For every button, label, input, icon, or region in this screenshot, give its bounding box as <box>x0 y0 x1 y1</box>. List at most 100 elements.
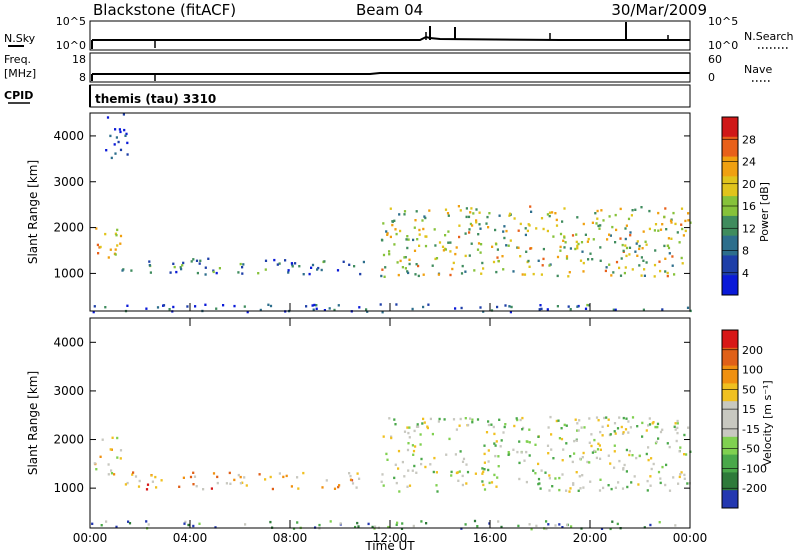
data-cell <box>627 431 630 434</box>
data-cell <box>491 245 494 248</box>
data-cell <box>552 235 555 238</box>
data-cell <box>622 431 625 434</box>
data-cell <box>681 262 684 265</box>
data-cell <box>598 227 601 230</box>
data-cell <box>577 429 580 432</box>
data-cell <box>175 270 178 274</box>
data-cell <box>320 268 323 272</box>
data-cell <box>441 245 445 248</box>
data-cell <box>119 457 122 460</box>
data-cell <box>150 474 153 477</box>
data-cell <box>113 473 116 476</box>
data-cell <box>395 303 398 306</box>
data-cell <box>542 227 545 231</box>
data-cell <box>246 310 249 314</box>
data-cell <box>169 271 172 274</box>
data-cell <box>623 463 626 467</box>
data-cell <box>424 216 427 220</box>
colorbar-tick-label: 24 <box>742 156 756 169</box>
nave-tick-high: 60 <box>708 53 722 66</box>
data-cell <box>490 423 493 426</box>
data-cell <box>549 415 552 419</box>
data-cell <box>181 264 184 267</box>
data-cell <box>342 260 345 263</box>
data-cell <box>579 457 582 461</box>
data-cell <box>518 440 521 443</box>
data-cell <box>591 258 594 261</box>
data-cell <box>178 485 181 488</box>
data-cell <box>128 522 132 525</box>
data-cell <box>225 482 228 485</box>
nsky-tick-low: 10^0 <box>56 39 86 52</box>
data-cell <box>241 266 244 269</box>
data-cell <box>648 417 651 420</box>
power-ylabel: Slant Range [km] <box>26 160 40 264</box>
data-cell <box>401 460 404 464</box>
data-cell <box>504 423 507 426</box>
data-cell <box>359 272 362 276</box>
data-cell <box>530 528 533 531</box>
data-cell <box>393 476 396 480</box>
data-cell <box>432 470 435 474</box>
data-cell <box>605 266 608 269</box>
data-cell <box>407 271 410 275</box>
data-cell <box>382 222 385 225</box>
data-cell <box>576 216 579 219</box>
data-cell <box>305 305 308 308</box>
colorbar-segment <box>722 136 738 158</box>
data-cell <box>609 462 612 465</box>
data-cell <box>470 207 473 210</box>
data-cell <box>496 305 499 309</box>
data-cell <box>487 449 490 452</box>
data-cell <box>391 223 394 227</box>
data-cell <box>476 525 479 528</box>
data-cell <box>613 466 616 469</box>
data-cell <box>509 310 512 314</box>
data-cell <box>584 307 588 310</box>
data-cell <box>444 234 447 237</box>
data-cell <box>239 475 242 479</box>
data-cell <box>459 209 462 212</box>
data-cell <box>478 223 481 226</box>
data-cell <box>400 527 404 530</box>
data-cell <box>401 266 404 269</box>
data-cell <box>625 224 628 227</box>
data-cell <box>436 490 439 493</box>
data-cell <box>538 308 541 311</box>
data-cell <box>104 306 107 309</box>
data-cell <box>151 480 154 483</box>
data-cell <box>584 233 587 236</box>
nave-label: Nave <box>744 63 772 76</box>
data-cell <box>682 234 685 237</box>
data-cell <box>267 303 270 306</box>
data-cell <box>452 261 455 265</box>
data-cell <box>423 215 426 218</box>
data-cell <box>97 252 100 255</box>
data-cell <box>628 253 631 256</box>
data-cell <box>656 425 659 429</box>
data-cell <box>297 487 300 490</box>
data-cell <box>411 307 414 311</box>
data-cell <box>469 417 472 420</box>
data-cell <box>548 264 551 267</box>
data-cell <box>433 228 436 231</box>
data-cell <box>599 224 602 227</box>
data-cell <box>602 219 605 222</box>
data-cell <box>631 454 634 457</box>
data-cell <box>487 423 490 427</box>
data-cell <box>513 217 516 220</box>
data-cell <box>413 226 416 229</box>
data-cell <box>564 241 567 244</box>
data-cell <box>292 527 296 530</box>
data-cell <box>519 418 522 422</box>
data-cell <box>417 264 420 268</box>
data-cell <box>548 211 552 214</box>
data-cell <box>664 270 667 273</box>
data-cell <box>239 262 242 266</box>
data-cell <box>673 425 676 428</box>
data-cell <box>595 416 599 419</box>
data-cell <box>545 520 548 523</box>
data-cell <box>524 227 527 230</box>
data-cell <box>548 489 551 492</box>
data-cell <box>674 222 677 226</box>
